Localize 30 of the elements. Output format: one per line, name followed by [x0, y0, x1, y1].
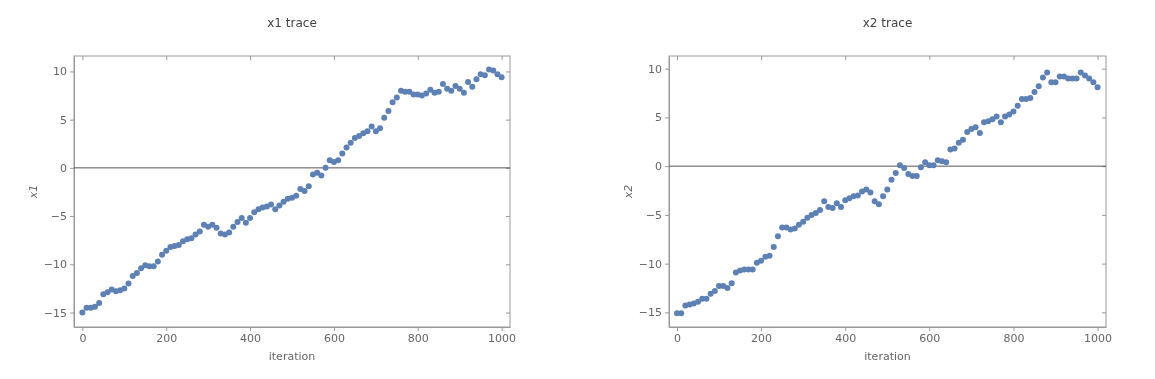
x-tick-label: 400 [835, 331, 857, 345]
x-tick-label: 0 [79, 331, 87, 345]
x-axis-title: iteration [268, 350, 316, 363]
x-tick-label: 200 [156, 331, 178, 345]
chart-title: x1 trace [267, 16, 317, 30]
y-tick-label: 0 [60, 161, 67, 175]
y-tick-label: −15 [43, 306, 67, 320]
y-tick-label: −10 [638, 257, 662, 271]
x-tick-label: 1000 [488, 331, 517, 345]
x-axis-title: iteration [864, 350, 911, 363]
y-axis-title: x1 [27, 184, 40, 200]
y-tick-label: 0 [655, 160, 662, 174]
x-tick-label: 600 [323, 331, 345, 345]
x-tick-label: 800 [407, 331, 429, 345]
y-axis-title: x2 [622, 184, 635, 200]
y-tick-label: −5 [645, 208, 662, 222]
y-tick-label: 5 [655, 111, 662, 125]
y-tick-label: −15 [638, 306, 662, 320]
chart-title: x2 trace [862, 16, 913, 30]
x-tick-label: 200 [751, 331, 773, 345]
y-tick-label: 5 [60, 113, 67, 127]
y-tick-label: −10 [43, 258, 67, 272]
x-tick-label: 400 [240, 331, 262, 345]
y-tick-label: −5 [50, 210, 67, 224]
y-tick-label: 10 [648, 62, 662, 76]
x-tick-label: 0 [673, 331, 681, 345]
y-tick-label: 10 [53, 65, 67, 79]
x-tick-label: 1000 [1084, 331, 1113, 345]
x-tick-label: 600 [919, 331, 941, 345]
x-tick-label: 800 [1003, 331, 1025, 345]
